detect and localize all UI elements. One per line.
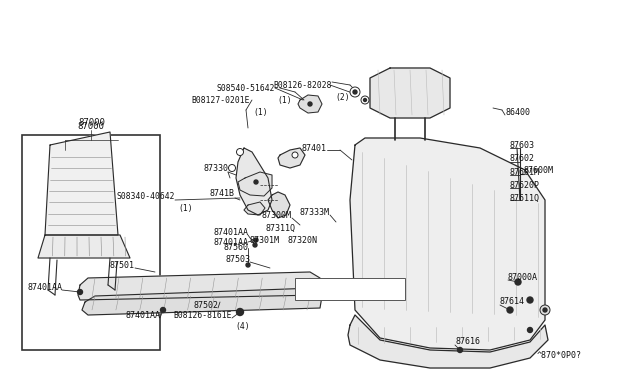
Text: (1): (1): [277, 96, 292, 105]
Text: 87301M: 87301M: [250, 235, 280, 244]
Circle shape: [308, 102, 312, 106]
Text: 87620P: 87620P: [510, 180, 540, 189]
Circle shape: [237, 308, 243, 315]
Text: 87401AA: 87401AA: [125, 311, 160, 320]
Text: 86400: 86400: [505, 108, 530, 116]
Text: 87603: 87603: [510, 141, 535, 150]
Polygon shape: [244, 202, 265, 215]
Circle shape: [254, 180, 258, 184]
Text: (1): (1): [253, 108, 268, 116]
Bar: [295, 278, 405, 300]
Polygon shape: [236, 148, 272, 215]
Circle shape: [353, 90, 357, 94]
Text: B08126-8161E: B08126-8161E: [173, 311, 232, 320]
Circle shape: [161, 308, 166, 312]
Polygon shape: [78, 272, 320, 300]
Text: 87311Q: 87311Q: [265, 224, 295, 232]
Text: 87000: 87000: [77, 122, 104, 131]
Polygon shape: [298, 95, 322, 113]
Text: 87330: 87330: [203, 164, 228, 173]
Polygon shape: [38, 235, 130, 258]
Circle shape: [361, 96, 369, 104]
Polygon shape: [268, 192, 290, 218]
Text: 87600M: 87600M: [524, 166, 554, 174]
Text: 87333M: 87333M: [300, 208, 330, 217]
Text: S08340-40642: S08340-40642: [116, 192, 175, 201]
Circle shape: [515, 279, 521, 285]
Text: 87616: 87616: [455, 337, 480, 346]
Text: 87611Q: 87611Q: [510, 193, 540, 202]
Text: 87601M: 87601M: [510, 167, 540, 176]
Text: 87000A: 87000A: [508, 273, 538, 282]
Text: 87401: 87401: [301, 144, 326, 153]
Circle shape: [237, 148, 243, 155]
Circle shape: [77, 289, 83, 295]
Circle shape: [543, 308, 547, 312]
Polygon shape: [45, 132, 118, 235]
Text: 87503: 87503: [225, 256, 250, 264]
Text: 87320N: 87320N: [288, 235, 318, 244]
Polygon shape: [278, 148, 305, 168]
Text: B08126-82028: B08126-82028: [273, 80, 332, 90]
Text: 87614: 87614: [500, 298, 525, 307]
Circle shape: [364, 99, 367, 102]
Polygon shape: [82, 288, 322, 315]
Text: (4): (4): [236, 323, 250, 331]
Circle shape: [253, 243, 257, 247]
Text: 87602: 87602: [510, 154, 535, 163]
Bar: [22, 135, 160, 350]
Text: 87401AA: 87401AA: [213, 228, 248, 237]
Circle shape: [254, 238, 258, 242]
Circle shape: [292, 152, 298, 158]
Circle shape: [527, 297, 533, 303]
Circle shape: [228, 164, 236, 171]
Text: B08127-0201E: B08127-0201E: [191, 96, 250, 105]
Polygon shape: [370, 68, 450, 118]
Text: 8741B: 8741B: [210, 189, 235, 198]
Polygon shape: [350, 138, 545, 350]
Text: ^870*0P0?: ^870*0P0?: [537, 350, 582, 359]
Text: 87401AA: 87401AA: [27, 283, 62, 292]
Polygon shape: [238, 172, 272, 196]
Text: 87501: 87501: [109, 260, 134, 269]
Polygon shape: [348, 315, 548, 368]
Text: 87560: 87560: [223, 244, 248, 253]
Circle shape: [507, 307, 513, 313]
Text: 87300M: 87300M: [262, 211, 292, 219]
Circle shape: [540, 305, 550, 315]
Circle shape: [246, 263, 250, 267]
Text: (1): (1): [179, 203, 193, 212]
Text: 87401AA: 87401AA: [213, 237, 248, 247]
Text: 87000: 87000: [79, 118, 106, 126]
Text: 87502: 87502: [193, 301, 218, 310]
Circle shape: [458, 347, 463, 353]
Text: (2): (2): [335, 93, 350, 102]
Circle shape: [527, 327, 532, 333]
Circle shape: [350, 87, 360, 97]
Text: S08540-51642: S08540-51642: [216, 83, 275, 93]
